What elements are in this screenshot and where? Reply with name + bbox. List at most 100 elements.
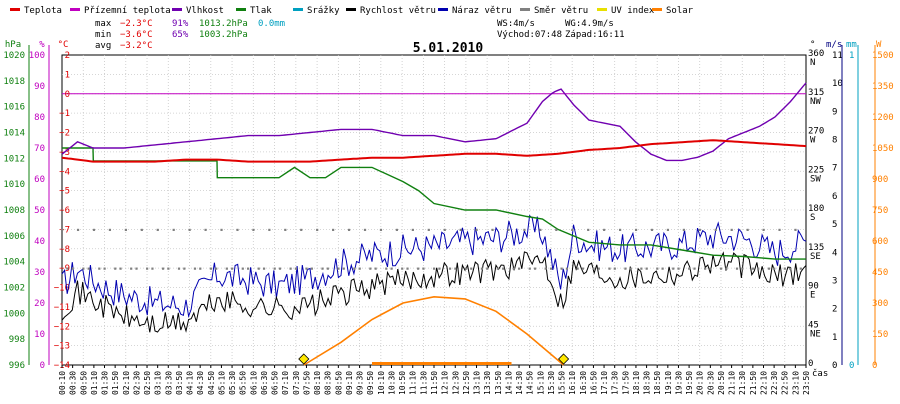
direction-label: N xyxy=(810,58,815,68)
wind-direction-point xyxy=(135,267,138,270)
solar-tick: 900 xyxy=(872,175,888,185)
wind-direction-point xyxy=(114,267,117,270)
wind-direction-point xyxy=(188,228,191,232)
wind-direction-point xyxy=(395,228,398,232)
wind-direction-point xyxy=(294,267,298,270)
pressure-axis-tick: 1006 xyxy=(3,232,25,242)
temperature-axis-tick: 1 xyxy=(65,70,70,80)
wind-direction-point xyxy=(82,267,85,270)
x-tick-label: 03:30 xyxy=(164,371,173,395)
stat-avg-label: avg xyxy=(95,41,111,51)
x-tick-label: 11:30 xyxy=(419,371,428,395)
x-tick-label: 21:10 xyxy=(728,371,737,395)
legend-label-prizemni: Přízemní teplota xyxy=(84,6,171,16)
wind-tick: 11 xyxy=(832,51,843,61)
solar-tick: 150 xyxy=(872,330,888,340)
direction-tick: 0 xyxy=(808,359,813,369)
temperature-axis-tick: −6 xyxy=(59,206,70,216)
wind-direction-point xyxy=(342,267,345,270)
wind-direction-point xyxy=(124,228,127,232)
series-line-speed xyxy=(61,251,807,333)
wind-direction-point xyxy=(337,267,340,270)
wind-direction-point xyxy=(682,228,685,232)
legend-label-naraz: Náraz větru xyxy=(452,6,512,16)
x-tick-label: 05:10 xyxy=(217,371,226,395)
wind-direction-point xyxy=(603,228,606,232)
pressure-axis-tick: 998 xyxy=(9,335,25,345)
wind-direction-point xyxy=(576,267,579,270)
wind-tick: 0 xyxy=(832,361,837,371)
wind-direction-point xyxy=(374,267,377,270)
wind-direction-point xyxy=(316,228,319,232)
wind-direction-point xyxy=(762,228,765,232)
wind-direction-point xyxy=(778,228,781,232)
wind-direction-point xyxy=(209,267,212,270)
wind-direction-point xyxy=(177,267,181,270)
wind-direction-point xyxy=(76,228,80,232)
wind-direction-point xyxy=(140,228,143,232)
stat-max-label: max xyxy=(95,19,112,29)
wind-direction-point xyxy=(475,228,478,232)
x-tick-label: 14:10 xyxy=(504,371,513,395)
solar-unit: W xyxy=(876,40,882,50)
wind-tick: 7 xyxy=(832,164,837,174)
x-tick-label: 05:50 xyxy=(239,371,248,395)
x-tick-label: 00:10 xyxy=(58,371,67,395)
wind-direction-point xyxy=(693,267,696,270)
legend-swatch-rychlost xyxy=(346,8,356,11)
legend: Teplota Přízemní teplota Vlhkost Tlak Srážky… xyxy=(10,6,694,16)
wind-direction-point xyxy=(496,267,499,270)
wind-direction-point xyxy=(119,267,122,270)
wind-direction-point xyxy=(61,228,64,232)
wind-direction-point xyxy=(161,267,165,270)
wind-direction-point xyxy=(719,267,723,270)
x-tick-label: 17:30 xyxy=(611,371,620,395)
humidity-axis-tick: 20 xyxy=(34,299,45,309)
x-tick-label: 18:10 xyxy=(632,371,641,395)
wind-direction-point xyxy=(401,267,404,270)
series-line-temperature xyxy=(61,139,807,163)
humidity-axis-tick: 70 xyxy=(34,144,45,154)
wind-direction-point xyxy=(231,267,234,270)
wind-tick: 6 xyxy=(832,192,837,202)
wind-direction-point xyxy=(225,267,228,270)
x-tick-label: 04:30 xyxy=(196,371,205,395)
temperature-axis-tick: −7 xyxy=(59,225,70,235)
wind-direction-point xyxy=(390,267,393,270)
wind-direction-point xyxy=(289,267,292,270)
wind-direction-point xyxy=(794,228,797,232)
wind-direction-point xyxy=(363,228,367,232)
pressure-axis-tick: 996 xyxy=(9,361,25,371)
x-tick-label: 04:10 xyxy=(186,371,195,395)
wind-direction-point xyxy=(300,228,303,232)
x-tick-label: 13:10 xyxy=(473,371,482,395)
wind-direction-point xyxy=(156,228,159,232)
wind-direction-point xyxy=(613,267,616,270)
x-tick-label: 17:10 xyxy=(600,371,609,395)
wind-direction-point xyxy=(236,228,239,232)
humidity-axis-tick: 90 xyxy=(34,82,45,92)
x-tick-label: 02:50 xyxy=(143,371,152,395)
wind-direction-point xyxy=(640,267,643,270)
wind-direction-point xyxy=(512,267,515,270)
wind-direction-point xyxy=(411,228,414,232)
legend-swatch-vlhkost xyxy=(172,8,182,11)
direction-label: NE xyxy=(810,329,821,339)
x-tick-label: 23:50 xyxy=(802,371,811,395)
x-tick-label: 06:10 xyxy=(249,371,258,395)
stat-max-press: 1013.2hPa xyxy=(199,19,248,29)
wind-direction-point xyxy=(634,228,638,232)
x-tick-label: 14:30 xyxy=(515,371,524,395)
wind-direction-point xyxy=(751,267,755,270)
pressure-axis-tick: 1002 xyxy=(3,284,25,294)
solar-tick: 1200 xyxy=(872,113,894,123)
wind-direction-point xyxy=(215,267,218,270)
direction-label: W xyxy=(810,136,816,146)
x-tick-label: 01:10 xyxy=(90,371,99,395)
wind-direction-point xyxy=(321,267,324,270)
legend-swatch-srazky xyxy=(293,8,303,11)
legend-label-smer: Směr větru xyxy=(534,6,588,16)
stat-min-label: min xyxy=(95,30,111,40)
